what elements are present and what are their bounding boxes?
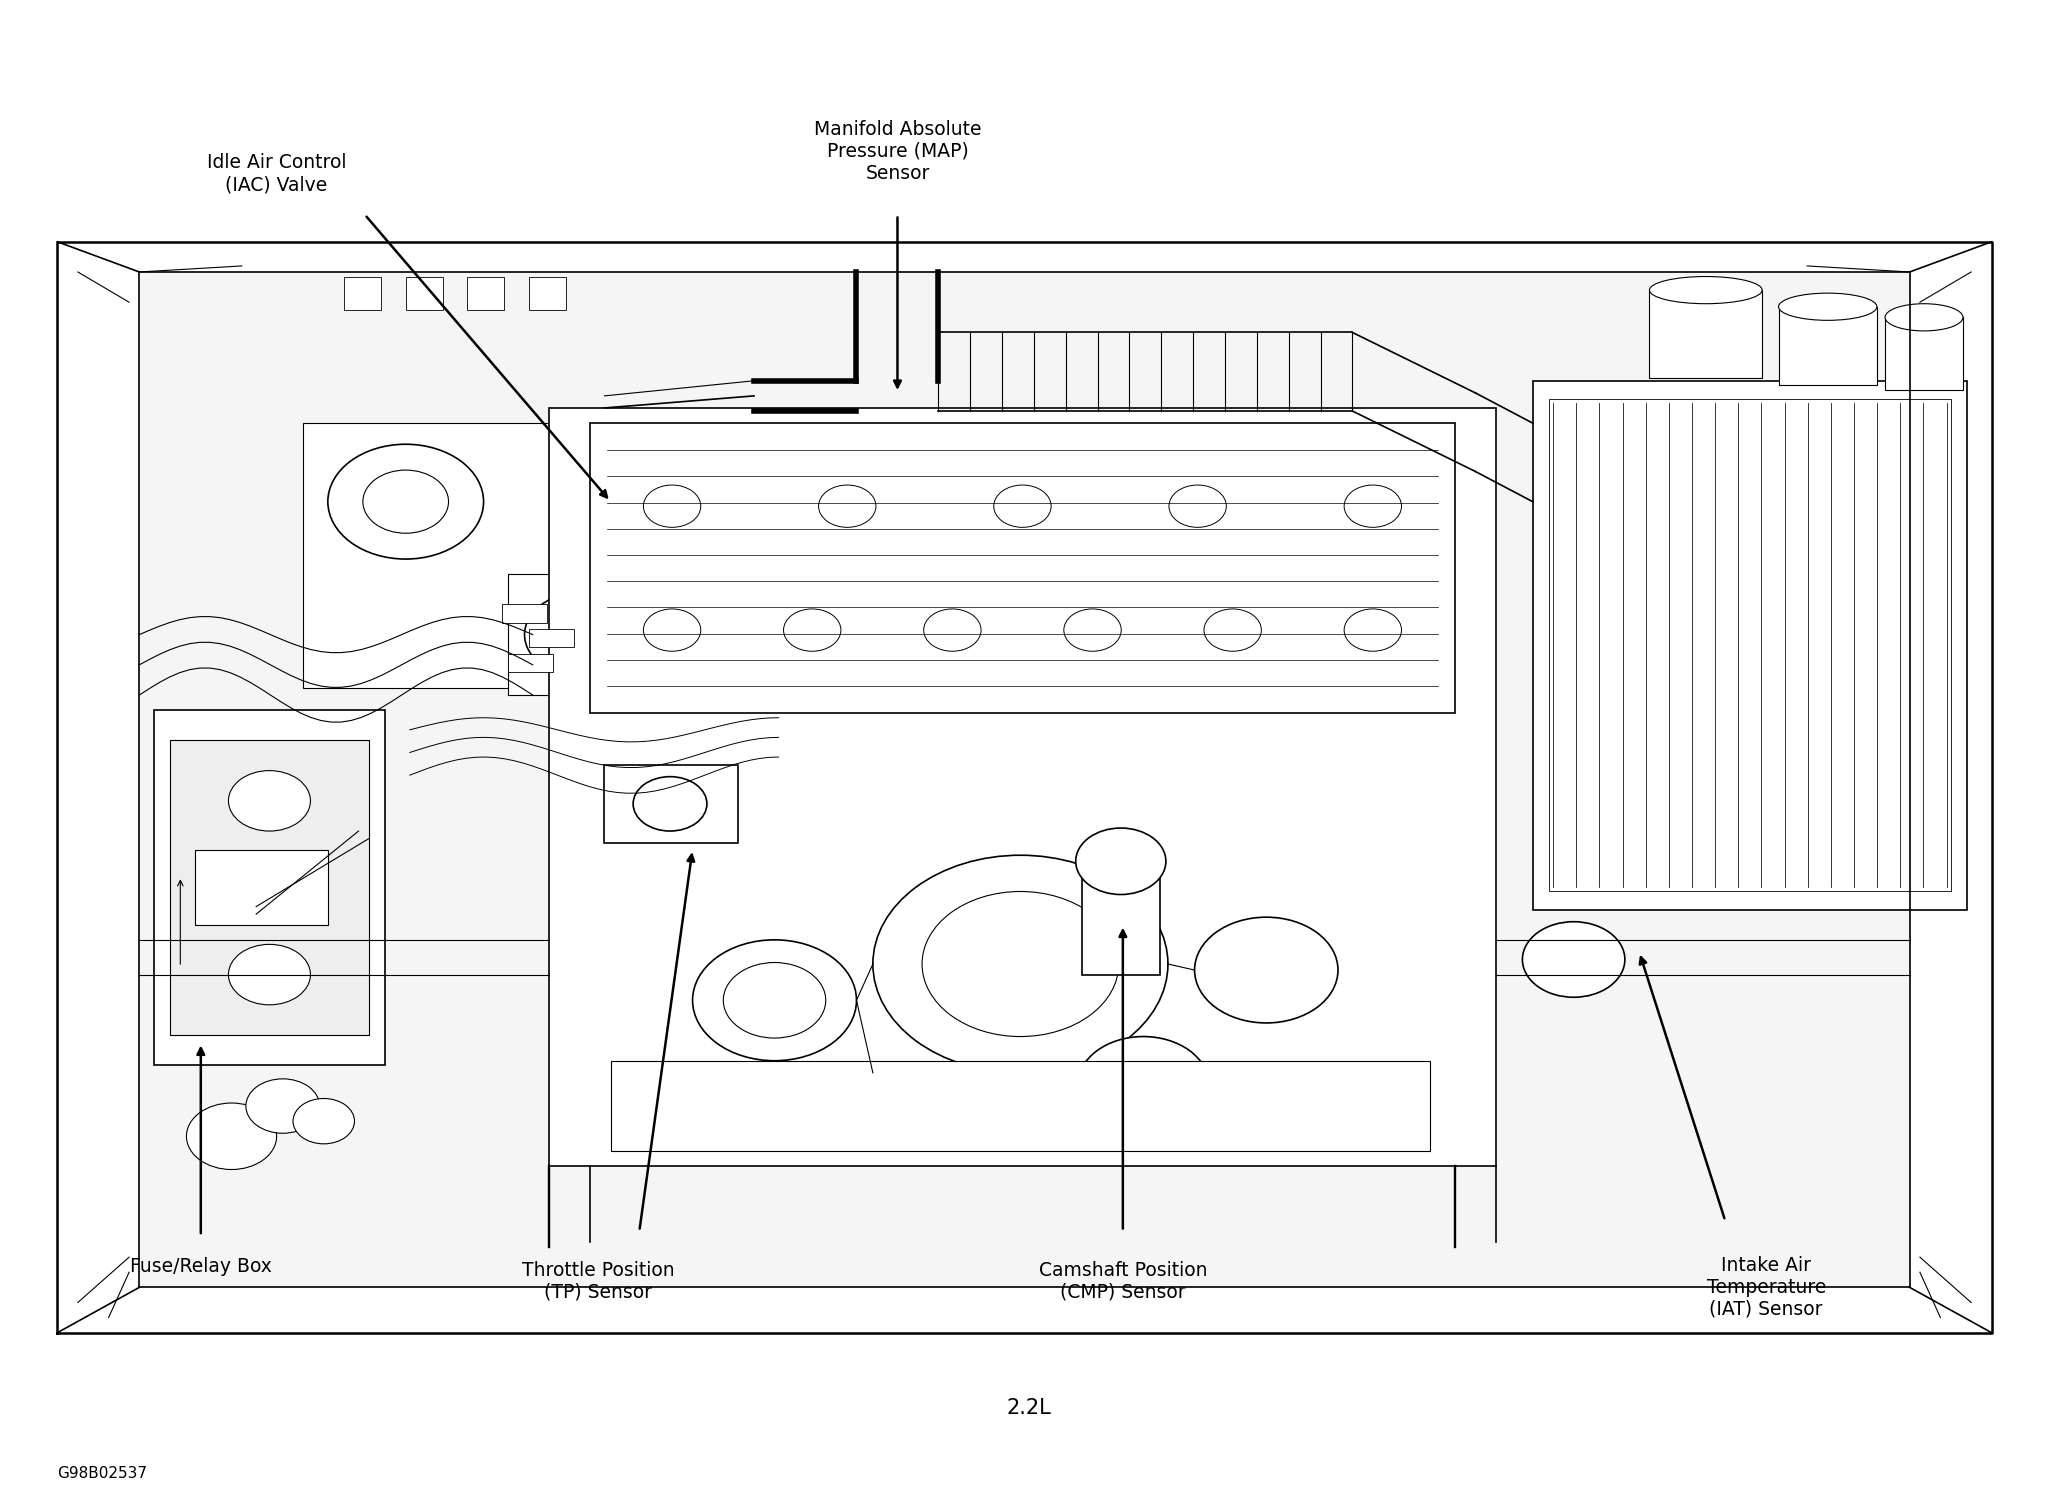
Circle shape bbox=[922, 891, 1119, 1037]
Text: Camshaft Position
(CMP) Sensor: Camshaft Position (CMP) Sensor bbox=[1039, 1260, 1207, 1302]
Circle shape bbox=[1522, 922, 1625, 997]
Bar bbox=[529, 277, 566, 310]
Text: Throttle Position
(TP) Sensor: Throttle Position (TP) Sensor bbox=[522, 1260, 674, 1302]
Circle shape bbox=[1344, 609, 1402, 651]
Circle shape bbox=[1195, 917, 1338, 1023]
Circle shape bbox=[643, 609, 701, 651]
Bar bbox=[1649, 290, 1762, 378]
Circle shape bbox=[1168, 485, 1225, 527]
Circle shape bbox=[229, 944, 311, 1005]
Bar bbox=[604, 765, 738, 843]
Bar bbox=[529, 629, 574, 647]
Bar bbox=[344, 277, 381, 310]
Circle shape bbox=[229, 771, 311, 831]
Bar bbox=[1533, 381, 1967, 910]
Bar bbox=[1549, 399, 1951, 891]
Bar bbox=[590, 423, 1455, 713]
Bar bbox=[508, 574, 656, 695]
Bar bbox=[467, 277, 504, 310]
Circle shape bbox=[633, 777, 707, 831]
Text: Intake Air
Temperature
(IAT) Sensor: Intake Air Temperature (IAT) Sensor bbox=[1707, 1256, 1826, 1319]
Text: 2.2L: 2.2L bbox=[1006, 1398, 1051, 1419]
Ellipse shape bbox=[1649, 277, 1762, 304]
Bar bbox=[139, 272, 1910, 1287]
Bar bbox=[406, 277, 443, 310]
Circle shape bbox=[818, 485, 877, 527]
Bar bbox=[303, 423, 549, 688]
Bar bbox=[195, 849, 328, 925]
Ellipse shape bbox=[1885, 304, 1963, 331]
Bar bbox=[611, 1061, 1430, 1151]
Circle shape bbox=[1078, 1037, 1209, 1133]
Bar bbox=[549, 408, 1496, 1166]
Circle shape bbox=[186, 1103, 277, 1170]
Ellipse shape bbox=[1779, 293, 1877, 320]
Circle shape bbox=[1205, 609, 1262, 651]
Text: Idle Air Control
(IAC) Valve: Idle Air Control (IAC) Valve bbox=[207, 153, 346, 195]
Text: Manifold Absolute
Pressure (MAP)
Sensor: Manifold Absolute Pressure (MAP) Sensor bbox=[813, 119, 981, 183]
Bar bbox=[1082, 876, 1160, 975]
Circle shape bbox=[363, 470, 449, 533]
Circle shape bbox=[924, 609, 981, 651]
Circle shape bbox=[783, 609, 840, 651]
Bar bbox=[1885, 317, 1963, 390]
Circle shape bbox=[293, 1098, 354, 1144]
Circle shape bbox=[873, 855, 1168, 1073]
Circle shape bbox=[1344, 485, 1402, 527]
Text: Fuse/Relay Box: Fuse/Relay Box bbox=[129, 1257, 273, 1275]
Circle shape bbox=[328, 444, 484, 559]
Circle shape bbox=[1076, 828, 1166, 895]
Bar bbox=[502, 604, 547, 623]
Circle shape bbox=[525, 592, 639, 677]
Circle shape bbox=[723, 963, 826, 1038]
Circle shape bbox=[994, 485, 1051, 527]
Bar bbox=[1779, 307, 1877, 385]
Circle shape bbox=[1063, 609, 1121, 651]
Text: G98B02537: G98B02537 bbox=[57, 1466, 148, 1481]
Bar bbox=[154, 710, 385, 1065]
Circle shape bbox=[693, 940, 856, 1061]
Bar bbox=[508, 654, 553, 672]
Circle shape bbox=[246, 1079, 320, 1133]
Bar bbox=[170, 740, 369, 1035]
Circle shape bbox=[643, 485, 701, 527]
